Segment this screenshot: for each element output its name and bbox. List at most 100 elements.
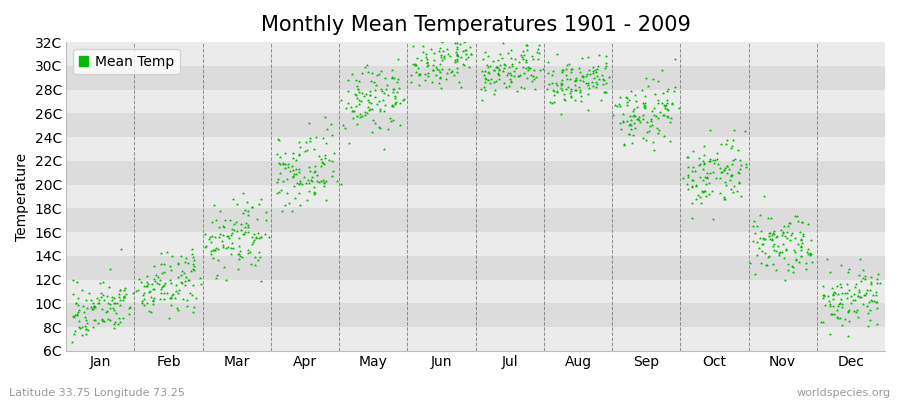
Point: [361, 104, 375, 110]
Point: [697, 160, 711, 167]
Point: [665, 101, 680, 107]
Point: [288, 195, 302, 202]
Point: [84, 304, 98, 310]
Point: [160, 290, 175, 297]
Point: [767, 241, 781, 247]
Point: [179, 302, 194, 309]
Point: [779, 235, 794, 242]
Point: [231, 251, 246, 258]
Point: [661, 86, 675, 92]
Point: [376, 146, 391, 152]
Point: [139, 283, 153, 289]
Point: [379, 86, 393, 92]
Point: [272, 160, 286, 166]
Point: [384, 75, 399, 81]
Point: [554, 80, 568, 86]
Point: [719, 141, 733, 147]
Point: [76, 303, 90, 309]
Point: [243, 249, 257, 256]
Point: [230, 201, 245, 207]
Point: [344, 104, 358, 110]
Point: [515, 54, 529, 60]
Point: [433, 45, 447, 52]
Point: [241, 229, 256, 235]
Point: [212, 234, 226, 240]
Point: [773, 249, 788, 255]
Point: [627, 120, 642, 126]
Point: [96, 279, 111, 285]
Point: [637, 104, 652, 110]
Point: [319, 140, 333, 146]
Point: [860, 322, 875, 329]
Point: [594, 96, 608, 103]
Point: [314, 158, 328, 165]
Point: [635, 100, 650, 106]
Point: [613, 94, 627, 101]
Point: [775, 232, 789, 238]
Point: [403, 79, 418, 86]
Point: [278, 161, 293, 168]
Point: [655, 90, 670, 96]
Point: [792, 259, 806, 266]
Point: [769, 234, 783, 240]
Point: [182, 276, 196, 283]
Point: [357, 64, 372, 70]
Point: [496, 68, 510, 74]
Point: [858, 292, 872, 298]
Point: [231, 251, 246, 258]
Point: [254, 234, 268, 240]
Point: [419, 59, 434, 66]
Point: [574, 73, 589, 79]
Point: [81, 290, 95, 296]
Point: [690, 192, 705, 198]
Point: [351, 86, 365, 92]
Point: [699, 193, 714, 200]
Point: [849, 281, 863, 288]
Point: [654, 66, 669, 73]
Point: [352, 97, 366, 103]
Point: [784, 232, 798, 239]
Point: [278, 150, 293, 156]
Point: [508, 64, 523, 71]
Point: [231, 256, 246, 262]
Point: [359, 110, 374, 116]
Point: [408, 60, 422, 67]
Point: [340, 88, 355, 94]
Bar: [67, 256, 885, 280]
Point: [803, 252, 817, 258]
Bar: [67, 137, 885, 161]
Point: [227, 227, 241, 234]
Point: [771, 243, 786, 250]
Point: [236, 210, 250, 217]
Point: [254, 196, 268, 203]
Point: [572, 87, 587, 93]
Point: [614, 126, 628, 133]
Point: [651, 97, 665, 104]
Point: [364, 70, 379, 77]
Point: [136, 292, 150, 298]
Point: [497, 64, 511, 71]
Point: [867, 298, 881, 304]
Point: [425, 33, 439, 39]
Point: [693, 174, 707, 180]
Point: [817, 292, 832, 298]
Point: [563, 86, 578, 93]
Point: [419, 56, 434, 62]
Point: [224, 251, 238, 258]
Point: [625, 122, 639, 128]
Point: [146, 297, 160, 304]
Point: [367, 94, 382, 100]
Point: [101, 300, 115, 306]
Point: [756, 235, 770, 241]
Point: [137, 302, 151, 308]
Point: [447, 57, 462, 63]
Point: [450, 68, 464, 75]
Point: [152, 296, 166, 302]
Point: [645, 121, 660, 128]
Point: [389, 99, 403, 105]
Point: [408, 62, 422, 68]
Point: [454, 84, 468, 90]
Point: [386, 88, 400, 95]
Point: [258, 217, 273, 223]
Point: [657, 133, 671, 139]
